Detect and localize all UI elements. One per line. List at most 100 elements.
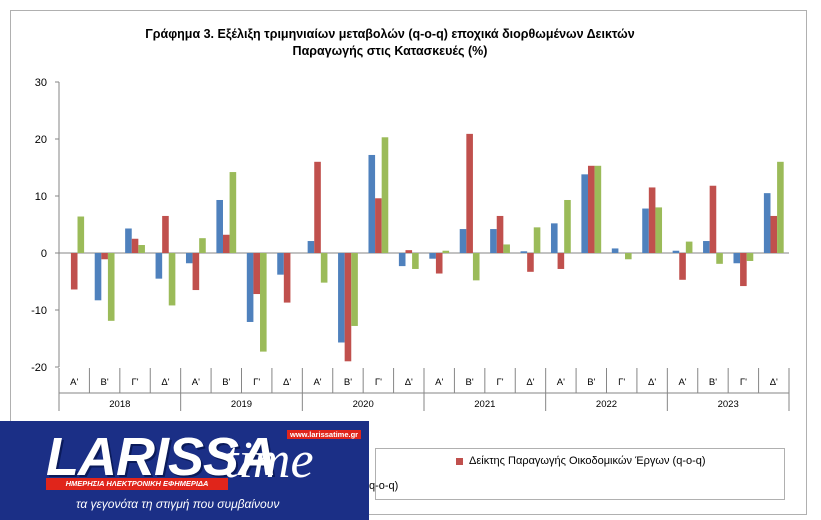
- bar: [520, 251, 528, 253]
- bar: [307, 241, 315, 253]
- year-label: 2022: [596, 399, 617, 410]
- quarter-label: Δ': [161, 377, 169, 388]
- bar: [642, 208, 649, 253]
- bar: [442, 250, 450, 253]
- bar: [320, 253, 328, 283]
- year-label: 2023: [718, 399, 739, 410]
- bar: [405, 250, 413, 253]
- bar: [655, 207, 663, 253]
- bar: [70, 253, 78, 290]
- bar: [77, 216, 85, 253]
- quarter-label: Α': [435, 377, 443, 388]
- bar: [581, 174, 588, 253]
- quarter-label: Γ': [132, 377, 139, 388]
- bar: [381, 137, 389, 253]
- bar: [564, 199, 571, 253]
- bar: [260, 253, 267, 352]
- bar: [185, 253, 193, 264]
- y-tick-label: 0: [41, 248, 47, 260]
- bar: [466, 133, 473, 253]
- y-tick-label: -10: [31, 305, 47, 317]
- bar: [527, 253, 534, 272]
- quarter-label: Β': [344, 377, 352, 388]
- quarter-label: Δ': [405, 377, 413, 388]
- bar: [375, 198, 382, 253]
- legend-partial-label: q-o-q): [369, 480, 399, 492]
- bar: [368, 154, 376, 253]
- bar: [777, 161, 784, 253]
- bar: [277, 253, 284, 275]
- quarter-label: Α': [70, 377, 78, 388]
- bar: [162, 215, 169, 253]
- bar: [192, 253, 200, 291]
- logo-url: www.larissatime.gr: [287, 430, 362, 439]
- bar: [611, 248, 619, 253]
- bar: [283, 253, 291, 303]
- bar: [314, 161, 321, 253]
- bar: [490, 229, 497, 253]
- bar: [246, 253, 254, 322]
- larissatime-logo: LARISSA time www.larissatime.gr ΗΜΕΡΗΣΙΑ…: [0, 421, 369, 520]
- bar: [557, 253, 565, 269]
- bar: [253, 253, 261, 295]
- bar: [155, 253, 163, 279]
- y-tick-label: -20: [31, 362, 47, 374]
- quarter-label: Β': [101, 377, 109, 388]
- bar: [709, 185, 717, 253]
- quarter-label: Γ': [375, 377, 382, 388]
- bar: [216, 199, 223, 253]
- year-label: 2021: [474, 399, 495, 410]
- quarter-label: Γ': [497, 377, 504, 388]
- bar: [94, 253, 102, 301]
- y-tick-label: 20: [35, 134, 47, 146]
- legend-label-red: Δείκτης Παραγωγής Οικοδομικών Έργων (q-o…: [469, 455, 706, 467]
- bar: [138, 245, 145, 253]
- quarter-label: Α': [313, 377, 321, 388]
- bar: [229, 172, 237, 253]
- year-label: 2020: [353, 399, 374, 410]
- logo-wordmark: LARISSA time www.larissatime.gr: [24, 427, 362, 489]
- bar: [648, 187, 656, 253]
- bar: [763, 193, 771, 253]
- label-layer: 30 20 10 0 -10 -20 Α' Β' Γ' Δ' Α' Β' Γ' Δ' Α' Β' Γ' Δ' Α' Β…: [31, 77, 778, 410]
- bar: [533, 227, 541, 253]
- bar: [435, 253, 443, 274]
- bar: [594, 165, 602, 253]
- bar: [679, 253, 686, 280]
- bar-layer: [70, 133, 784, 362]
- bar: [550, 223, 558, 253]
- bar: [125, 228, 132, 253]
- bar: [672, 250, 680, 253]
- y-tick-label: 10: [35, 191, 47, 203]
- bar: [199, 238, 206, 253]
- logo-tagline: τα γεγονότα τη στιγμή που συμβαίνουν: [76, 497, 280, 511]
- bar: [107, 253, 115, 321]
- bar: [222, 234, 230, 253]
- logo-strip: ΗΜΕΡΗΣΙΑ ΗΛΕΚΤΡΟΝΙΚΗ ΕΦΗΜΕΡΙΔΑ: [46, 478, 228, 490]
- bar: [703, 241, 710, 253]
- bar: [351, 253, 358, 326]
- bar: [716, 253, 723, 264]
- chart-title-line-1: Γράφημα 3. Εξέλιξη τριμηνιαίων μεταβολών…: [145, 27, 635, 41]
- quarter-label: Α': [192, 377, 200, 388]
- y-tick-label: 30: [35, 77, 47, 89]
- bar: [503, 244, 510, 253]
- axis-layer: [55, 81, 790, 411]
- quarter-label: Α': [678, 377, 686, 388]
- bar: [472, 253, 480, 281]
- bar: [101, 253, 108, 260]
- quarter-label: Δ': [770, 377, 778, 388]
- bar: [770, 215, 778, 253]
- quarter-label: Γ': [253, 377, 260, 388]
- quarter-label: Β': [587, 377, 595, 388]
- bar: [740, 253, 747, 287]
- bar: [412, 253, 419, 269]
- quarter-label: Β': [709, 377, 717, 388]
- bar: [131, 238, 139, 253]
- bar: [459, 229, 467, 253]
- bar: [746, 253, 754, 261]
- quarter-label: Β': [466, 377, 474, 388]
- legend-swatch-red: [456, 457, 463, 465]
- bar: [733, 253, 741, 264]
- logo-word-time: time: [224, 432, 314, 489]
